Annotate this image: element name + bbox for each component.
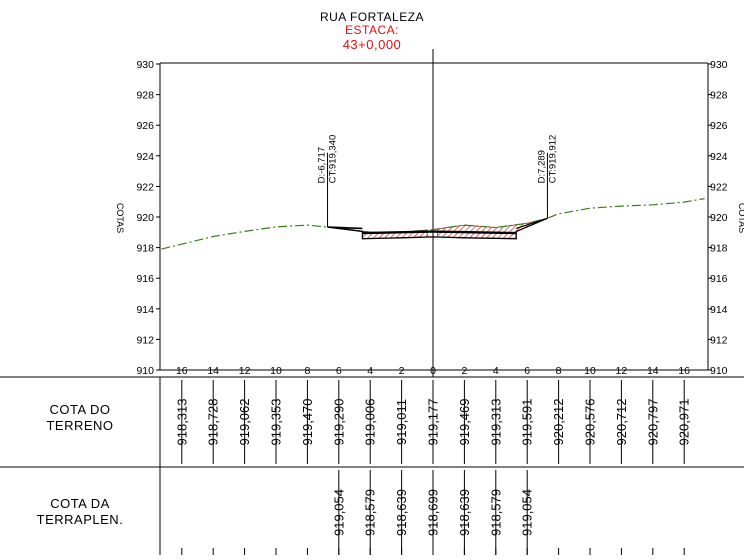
terreno-value: 919,313: [488, 399, 503, 446]
terraplen-value: 919,054: [331, 489, 346, 536]
pavement-right: [432, 230, 517, 235]
offset-marker-d-label: D:7,289: [536, 150, 547, 183]
row-label-cota-terreno: COTA DO TERRENO: [30, 402, 130, 434]
x-tick-label: 10: [270, 365, 282, 377]
y-tick-label-right: 910: [710, 365, 728, 377]
x-tick-label: 8: [556, 365, 562, 377]
terreno-value: 920,971: [677, 399, 692, 446]
y-axis-title-right: COTAS: [737, 203, 744, 233]
terreno-value: 919,469: [457, 399, 472, 446]
x-tick-label: 16: [176, 365, 188, 377]
x-tick-label: 14: [647, 365, 659, 377]
x-tick-label: 2: [461, 365, 467, 377]
y-tick-label-left: 930: [136, 59, 154, 71]
terreno-value: 919,006: [363, 399, 378, 446]
y-tick-label-left: 912: [136, 334, 154, 346]
x-tick-label: 14: [207, 365, 219, 377]
estaca-label: ESTACA:: [345, 23, 399, 37]
terreno-value: 920,212: [551, 399, 566, 446]
x-tick-label: 12: [616, 365, 628, 377]
x-tick-label: 16: [678, 365, 690, 377]
y-tick-label-right: 926: [710, 120, 728, 132]
terreno-value: 919,062: [237, 399, 252, 446]
y-tick-label-left: 926: [136, 120, 154, 132]
x-tick-label: 8: [304, 365, 310, 377]
x-tick-label: 2: [399, 365, 405, 377]
y-tick-label-right: 918: [710, 243, 728, 255]
terreno-value: 919,353: [269, 399, 284, 446]
row-label-cota-terreno-line2: TERRENO: [46, 418, 114, 433]
cut-area-right: [437, 217, 548, 240]
x-tick-label: 12: [239, 365, 251, 377]
offset-marker-ct-label: CT:919,912: [547, 135, 558, 184]
terreno-value: 918,728: [206, 399, 221, 446]
terrain-profile-line: [161, 198, 705, 250]
terraplen-value: 918,639: [394, 489, 409, 536]
street-name: RUA FORTALEZA: [319, 10, 425, 24]
terraplen-value: 918,579: [363, 489, 378, 536]
y-tick-label-right: 928: [710, 90, 728, 102]
y-tick-label-left: 920: [136, 212, 154, 224]
offset-marker-ct-label: CT:919,340: [328, 135, 339, 184]
y-tick-label-right: 930: [710, 59, 728, 71]
terreno-value: 919,591: [520, 399, 535, 446]
y-tick-label-left: 910: [136, 365, 154, 377]
y-tick-label-left: 914: [136, 304, 154, 316]
y-tick-label-left: 922: [136, 181, 154, 193]
y-tick-label-right: 916: [710, 273, 728, 285]
y-tick-label-right: 924: [710, 151, 728, 163]
terreno-value: 920,576: [583, 399, 598, 446]
terreno-value: 919,470: [300, 399, 315, 446]
offset-marker-d-label: D:-6,717: [317, 147, 328, 183]
row-label-cota-terreno-line1: COTA DO: [49, 402, 111, 417]
terraplen-value: 919,054: [520, 489, 535, 536]
terreno-value: 920,797: [645, 399, 660, 446]
y-tick-label-left: 928: [136, 90, 154, 102]
pavement-left: [362, 230, 434, 235]
row-label-cota-terraplen-line2: TERRAPLEN.: [36, 512, 124, 527]
terreno-value: 919,011: [394, 399, 409, 445]
terreno-value: 918,313: [174, 399, 189, 446]
y-axis-title-left: COTAS: [115, 203, 125, 233]
y-tick-label-right: 920: [710, 212, 728, 224]
x-tick-label: 0: [430, 365, 436, 377]
terreno-value: 920,712: [614, 399, 629, 446]
x-tick-label: 10: [584, 365, 596, 377]
y-tick-label-left: 924: [136, 151, 154, 163]
x-tick-label: 4: [367, 365, 373, 377]
shoulder-left: [327, 226, 363, 230]
terraplen-value: 918,699: [426, 489, 441, 536]
x-tick-label: 6: [524, 365, 530, 377]
estaca-value: 43+0,000: [342, 37, 402, 52]
x-tick-label: 4: [493, 365, 499, 377]
terraplen-value: 918,579: [488, 489, 503, 536]
y-tick-label-left: 916: [136, 273, 154, 285]
y-tick-label-right: 922: [710, 181, 728, 193]
shoulder-right: [516, 217, 548, 230]
row-label-cota-terraplen-line1: COTA DA: [50, 496, 110, 511]
y-tick-label-right: 912: [710, 334, 728, 346]
terreno-value: 919,290: [331, 399, 346, 446]
y-tick-label-right: 914: [710, 304, 728, 316]
y-tick-label-left: 918: [136, 243, 154, 255]
terraplen-value: 918,639: [457, 489, 472, 536]
row-label-cota-terraplen: COTA DA TERRAPLEN.: [20, 496, 140, 528]
x-tick-label: 6: [336, 365, 342, 377]
terreno-value: 919,177: [426, 399, 441, 446]
